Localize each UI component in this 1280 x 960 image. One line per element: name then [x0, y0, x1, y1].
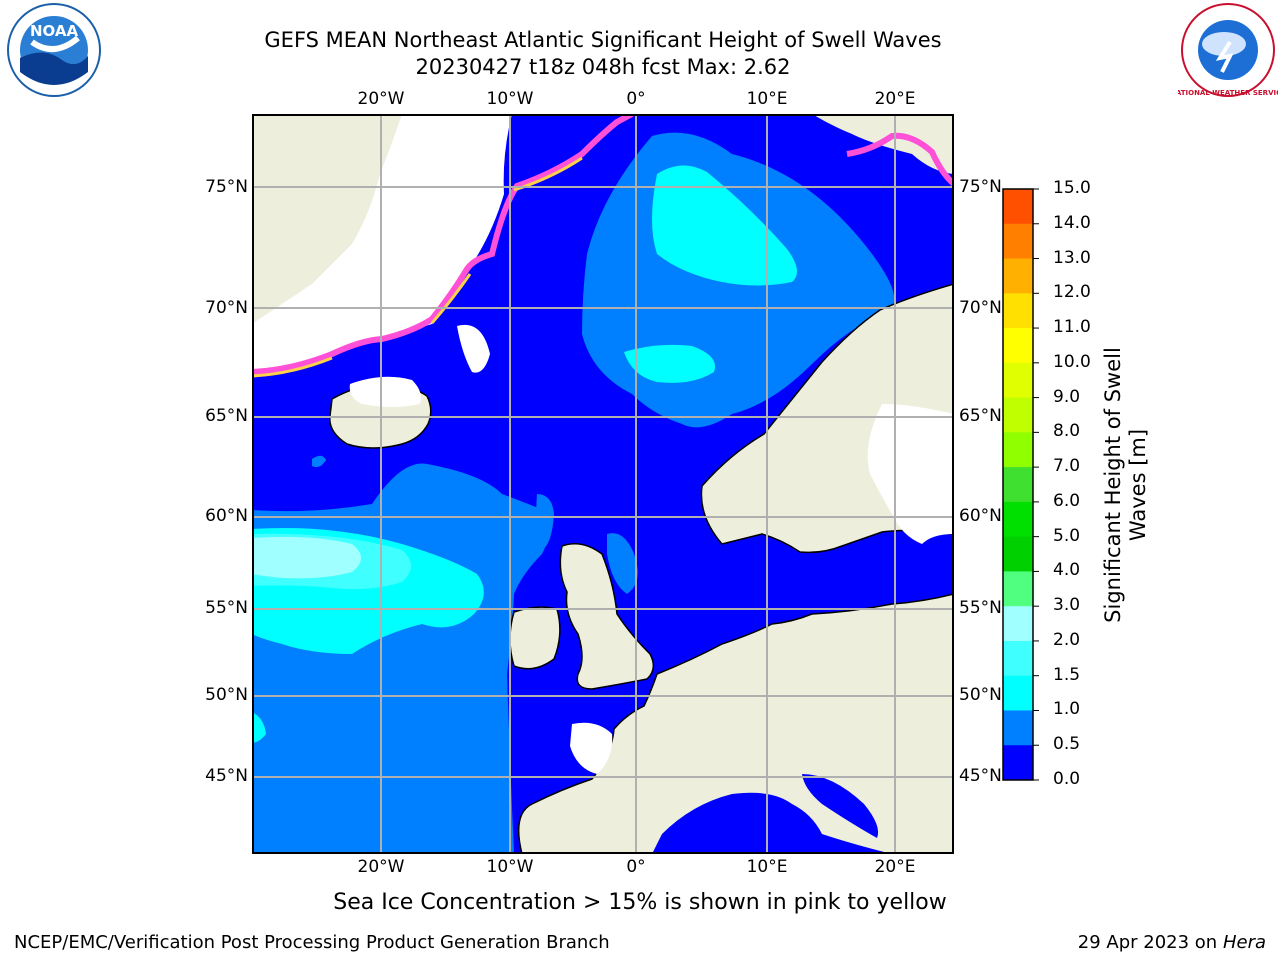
lon-label-bottom: 20°E [874, 857, 916, 877]
greenland-land [252, 114, 402, 324]
nws-logo-icon: NATIONAL WEATHER SERVICE [1178, 3, 1278, 97]
colorbar-tick-label: 9.0 [1053, 386, 1081, 407]
colorbar-tick-label: 4.0 [1053, 560, 1081, 581]
lon-label-top: 10°E [746, 89, 788, 109]
lon-label-bottom: 0° [626, 857, 646, 877]
great-britain-land [559, 543, 655, 690]
iberia-no-data [570, 722, 613, 774]
colorbar-tick-label: 2.0 [1053, 629, 1081, 650]
colorbar-segment [1003, 606, 1033, 642]
colorbar-segment [1003, 640, 1033, 677]
colorbar-tick-label: 11.0 [1053, 317, 1091, 338]
colorbar-segment [1003, 362, 1033, 399]
ireland-land [509, 606, 561, 670]
colorbar-segment [1003, 745, 1033, 781]
swell-region-peak [252, 536, 361, 579]
colorbar-tick-label: 15.0 [1053, 178, 1091, 198]
colorbar-segment [1003, 536, 1033, 572]
credit-right: 29 Apr 2023 on Hera [1078, 932, 1266, 953]
map-frame [252, 114, 954, 854]
colorbar-segment [1003, 397, 1033, 433]
colorbar [1002, 188, 1039, 781]
lon-label-top: 20°W [357, 89, 405, 109]
colorbar-tick-label: 12.0 [1053, 282, 1091, 303]
colorbar-segment [1003, 293, 1033, 329]
nws-logo-text: NATIONAL WEATHER SERVICE [1178, 89, 1278, 97]
colorbar-label-line2: Waves [m] [1126, 428, 1150, 542]
swell-region-north-sea [607, 533, 638, 594]
lat-label-left: 55°N [205, 598, 248, 618]
lat-label-right: 75°N [959, 177, 1002, 197]
swell-region-iceland-south [312, 455, 326, 468]
colorbar-segment [1003, 189, 1033, 225]
colorbar-tick-label: 14.0 [1053, 212, 1091, 233]
colorbar-segment [1003, 675, 1033, 711]
lat-label-left: 75°N [205, 177, 248, 197]
credit-host: Hera [1222, 932, 1266, 953]
lat-label-left: 60°N [205, 506, 248, 526]
sea-ice-note: Sea Ice Concentration > 15% is shown in … [333, 890, 947, 915]
colorbar-segment [1003, 467, 1033, 503]
colorbar-tick-label: 8.0 [1053, 421, 1081, 442]
colorbar-segment [1003, 258, 1033, 294]
lat-label-right: 50°N [959, 685, 1002, 705]
swell-height-map [252, 114, 954, 854]
colorbar-segment [1003, 571, 1033, 607]
swell-region-north-core [652, 165, 797, 286]
lon-label-bottom: 20°W [357, 857, 405, 877]
colorbar-segment [1003, 223, 1033, 260]
colorbar-segment [1003, 328, 1033, 364]
colorbar-tick-label: 1.0 [1053, 699, 1081, 720]
chart-subtitle: 20230427 t18z 048h fcst Max: 2.62 [415, 55, 791, 79]
sea-ice-svalbard [846, 132, 954, 187]
swell-region-biscay [252, 712, 266, 743]
lat-label-right: 55°N [959, 598, 1002, 618]
swell-region-faroe [536, 494, 554, 550]
iceland-no-data [349, 376, 421, 407]
mediterranean-sea [652, 792, 892, 854]
lon-label-top: 0° [626, 89, 646, 109]
colorbar-tick-label: 1.5 [1053, 664, 1081, 685]
colorbar-tick-label: 7.0 [1053, 456, 1081, 477]
noaa-logo-icon: NOAA [7, 3, 101, 97]
map-graticule [252, 114, 954, 854]
swell-region-south [252, 463, 552, 854]
colorbar-segment [1003, 710, 1033, 746]
colorbar-tick-label: 6.0 [1053, 490, 1081, 511]
credit-left: NCEP/EMC/Verification Post Processing Pr… [14, 932, 610, 953]
jan-mayen-no-data [457, 324, 490, 373]
scandinavia-no-data [867, 404, 954, 544]
lat-label-left: 50°N [205, 685, 248, 705]
colorbar-tick-label: 10.0 [1053, 351, 1091, 372]
lon-label-bottom: 10°E [746, 857, 788, 877]
colorbar-tick-label: 0.0 [1053, 769, 1081, 789]
lat-label-right: 45°N [959, 766, 1002, 786]
lat-label-right: 60°N [959, 506, 1002, 526]
lat-label-right: 70°N [959, 298, 1002, 318]
lon-label-bottom: 10°W [486, 857, 534, 877]
lon-label-top: 20°E [874, 89, 916, 109]
colorbar-label-line1: Significant Height of Swell [1101, 347, 1125, 623]
lat-label-left: 70°N [205, 298, 248, 318]
lat-label-right: 65°N [959, 406, 1002, 426]
colorbar-segment [1003, 432, 1033, 468]
colorbar-tick-label: 0.5 [1053, 734, 1081, 755]
noaa-logo-text: NOAA [30, 22, 79, 40]
credit-date: 29 Apr 2023 on [1077, 932, 1223, 953]
adriatic-sea [802, 774, 879, 838]
colorbar-tick-label: 3.0 [1053, 595, 1081, 616]
colorbar-tick-label: 13.0 [1053, 247, 1091, 268]
lat-label-left: 65°N [205, 406, 248, 426]
lon-label-top: 10°W [486, 89, 534, 109]
swell-region-norwegian-sea [624, 344, 716, 383]
sea-ice-greenland [252, 114, 634, 375]
colorbar-tick-label: 5.0 [1053, 525, 1081, 546]
lat-label-left: 45°N [205, 766, 248, 786]
chart-title: GEFS MEAN Northeast Atlantic Significant… [264, 28, 942, 52]
colorbar-segment [1003, 501, 1033, 538]
